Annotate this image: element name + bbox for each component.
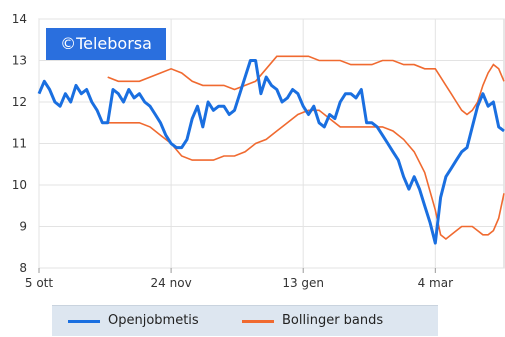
- y-tick-label: 11: [12, 137, 27, 151]
- x-tick-label: 4 mar: [418, 276, 453, 290]
- y-axis-ticks: 8 9 10 11 12 13 14: [12, 12, 27, 275]
- y-tick-label: 13: [12, 54, 27, 68]
- legend-swatch-openjobmetis: [68, 320, 100, 323]
- legend: Openjobmetis Bollinger bands: [52, 305, 438, 336]
- y-tick-label: 12: [12, 95, 27, 109]
- bollinger-lower-band: [107, 109, 505, 241]
- teleborsa-badge: ©Teleborsa: [46, 28, 166, 60]
- legend-label-openjobmetis: Openjobmetis: [108, 313, 199, 328]
- y-tick-label: 10: [12, 178, 27, 192]
- legend-label-bollinger: Bollinger bands: [282, 313, 384, 328]
- grid: [38, 18, 505, 273]
- legend-swatch-bollinger: [242, 320, 274, 323]
- y-tick-label: 9: [19, 220, 27, 234]
- x-tick-label: 13 gen: [282, 276, 324, 290]
- bollinger-upper-band: [107, 55, 505, 116]
- y-tick-label: 14: [12, 12, 27, 26]
- y-tick-label: 8: [19, 261, 27, 275]
- series-layer: [37, 55, 505, 245]
- x-axis-ticks: 5 ott 24 nov 13 gen 4 mar: [25, 276, 453, 290]
- openjobmetis-price-line: [37, 59, 505, 245]
- x-tick-label: 24 nov: [151, 276, 192, 290]
- x-tick-label: 5 ott: [25, 276, 53, 290]
